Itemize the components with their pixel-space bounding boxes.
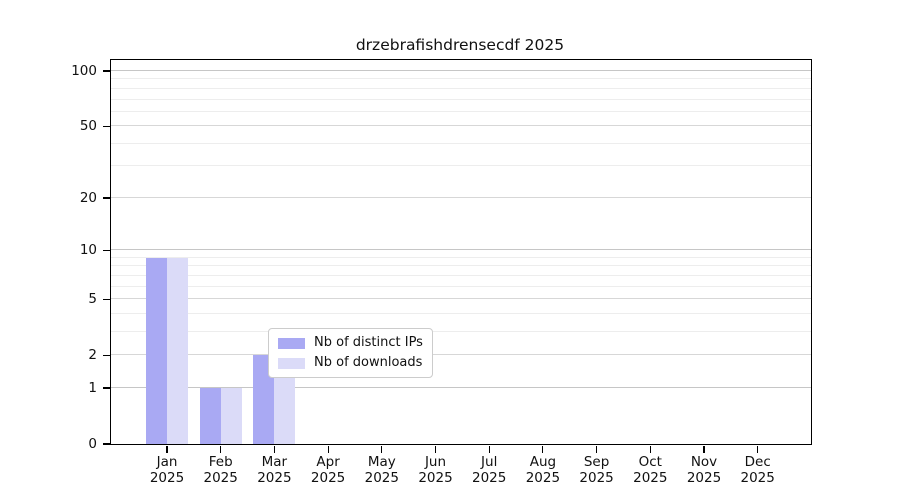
x-axis-tick-label: May 2025: [364, 454, 399, 486]
x-axis-tick: [166, 445, 168, 453]
x-axis-tick-label: Mar 2025: [257, 454, 292, 486]
x-axis-tick-label: Jan 2025: [149, 454, 185, 486]
gridline-y-2: [111, 354, 811, 356]
gridline-y-6: [111, 285, 811, 287]
legend-item-1: Nb of downloads: [278, 355, 423, 371]
gridline-y-20: [111, 196, 811, 198]
gridline-y-7: [111, 274, 811, 276]
y-axis-tick: [102, 197, 110, 199]
legend-item-0: Nb of distinct IPs: [278, 335, 423, 351]
y-axis-tick: [102, 125, 110, 127]
x-axis-tick-label: Aug 2025: [525, 454, 561, 486]
gridline-y-8: [111, 265, 811, 267]
y-axis-tick: [102, 354, 110, 356]
y-axis-tick-label: 1: [88, 379, 97, 396]
legend-swatch-icon: [278, 357, 305, 369]
y-axis-tick: [102, 387, 110, 389]
y-axis-tick-label: 5: [88, 291, 97, 308]
x-axis-tick-label: Feb 2025: [203, 454, 238, 486]
bar-distinct-ips-jan: [146, 257, 167, 444]
x-axis-tick: [649, 445, 651, 453]
chart-title: drzebrafishdrensecdf 2025: [355, 36, 565, 54]
y-axis-tick-label: 0: [88, 436, 97, 452]
gridline-y-90: [111, 78, 811, 80]
x-axis-tick-label: Jun 2025: [418, 454, 453, 486]
x-axis-tick: [488, 445, 490, 453]
x-axis-tick: [273, 445, 275, 453]
x-axis-tick-label: Oct 2025: [633, 454, 668, 486]
legend-item-label: Nb of distinct IPs: [314, 335, 423, 350]
gridline-y-9: [111, 256, 811, 258]
gridline-y-3: [111, 330, 811, 332]
legend: Nb of distinct IPs Nb of downloads: [268, 328, 433, 378]
x-axis-tick: [327, 445, 329, 453]
x-axis-tick-label: Dec 2025: [740, 454, 775, 486]
gridline-y-50: [111, 125, 811, 127]
x-axis-tick: [381, 445, 383, 453]
x-axis-tick: [542, 445, 544, 453]
y-axis-tick: [102, 443, 110, 445]
bar-downloads-jan: [167, 257, 188, 444]
y-axis-tick-label: 100: [71, 63, 97, 79]
gridline-y-10: [111, 249, 811, 251]
plot-area: 0 1 2 5 10 20 50 100 Jan 2025 Feb 2025 Mar 2025 Apr…: [71, 59, 812, 486]
legend-swatch-icon: [278, 337, 305, 349]
gridline-y-30: [111, 165, 811, 167]
x-axis-tick: [220, 445, 222, 453]
gridline-y-100: [111, 70, 811, 71]
y-axis-tick: [102, 249, 110, 251]
x-axis-tick: [757, 445, 759, 453]
y-axis-tick-label: 10: [79, 242, 97, 259]
bar-distinct-ips-feb: [199, 387, 221, 444]
x-axis-tick: [596, 445, 598, 453]
x-axis-tick-label: Sep 2025: [579, 454, 614, 486]
gridline-y-70: [111, 98, 811, 100]
y-axis-tick: [102, 70, 110, 72]
legend-item-label: Nb of downloads: [314, 355, 423, 370]
gridline-y-40: [111, 142, 811, 144]
x-axis-tick-label: Nov 2025: [686, 454, 722, 486]
bar-downloads-feb: [220, 387, 242, 444]
y-axis-tick-label: 20: [79, 189, 97, 206]
x-axis-tick-label: Jul 2025: [472, 454, 507, 486]
y-axis-tick-label: 2: [88, 347, 97, 364]
gridline-y-4: [111, 312, 811, 314]
x-axis-tick-label: Apr 2025: [310, 454, 346, 486]
gridline-y-5: [111, 298, 811, 300]
x-axis-tick: [434, 445, 437, 453]
y-axis-tick: [102, 298, 110, 300]
x-axis-tick: [703, 445, 705, 453]
y-axis-tick-label: 50: [79, 118, 97, 135]
gridline-y-80: [111, 87, 811, 89]
gridline-y-60: [111, 110, 811, 112]
